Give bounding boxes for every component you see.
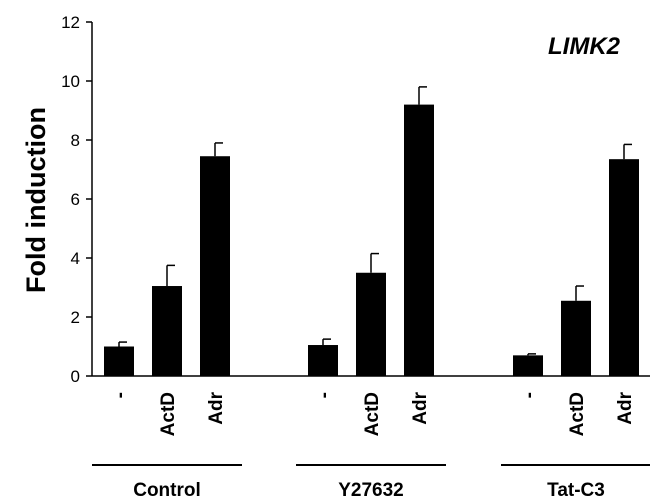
- bar: [104, 346, 134, 376]
- y-tick-label: 2: [71, 308, 80, 327]
- y-tick-label: 6: [71, 190, 80, 209]
- bar: [152, 286, 182, 376]
- group-label: Control: [133, 480, 201, 501]
- y-tick-label: 4: [71, 249, 80, 268]
- chart-title: LIMK2: [548, 33, 621, 60]
- bar: [200, 156, 230, 376]
- group-label: Tat-C3: [547, 480, 605, 501]
- labels-layer: - ActD Adr Control - ActD Adr Y27632 - ActD Adr Tat…: [92, 391, 650, 501]
- category-label: ActD: [567, 392, 588, 436]
- bars-layer: [104, 86, 639, 376]
- bar: [513, 355, 543, 376]
- bar: [356, 272, 386, 376]
- y-tick-label: 8: [71, 131, 80, 150]
- bar: [308, 345, 338, 376]
- category-label: -: [110, 392, 131, 398]
- y-axis-title: Fold induction: [21, 107, 51, 293]
- bar: [404, 104, 434, 376]
- category-label: ActD: [158, 392, 179, 436]
- category-label: Adr: [615, 391, 636, 424]
- y-tick-label: 10: [61, 72, 80, 91]
- bar: [609, 159, 639, 376]
- bar: [561, 300, 591, 376]
- category-label: -: [314, 392, 335, 398]
- y-tick-label: 12: [61, 13, 80, 32]
- group-label: Y27632: [338, 480, 404, 501]
- category-label: Adr: [206, 391, 227, 424]
- category-label: Adr: [410, 391, 431, 424]
- y-tick-label: 0: [71, 367, 80, 386]
- category-label: -: [519, 392, 540, 398]
- category-label: ActD: [362, 392, 383, 436]
